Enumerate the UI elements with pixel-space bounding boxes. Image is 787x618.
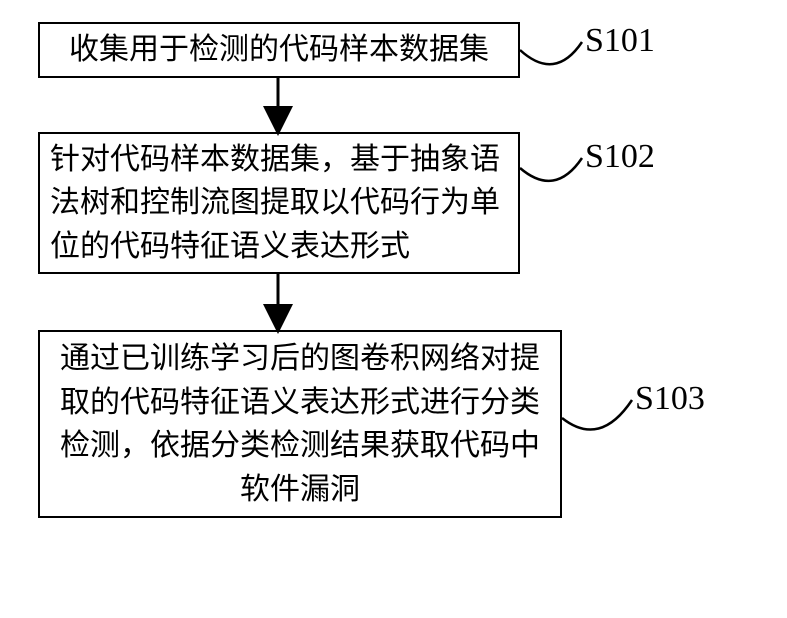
flowchart-container: 收集用于检测的代码样本数据集 S101 针对代码样本数据集，基于抽象语法树和控制… xyxy=(0,0,787,618)
step-label-text: S102 xyxy=(585,138,655,175)
flow-node-text: 通过已训练学习后的图卷积网络对提取的代码特征语义表达形式进行分类检测，依据分类检… xyxy=(50,337,550,511)
step-label-s102: S102 xyxy=(585,138,655,176)
label-connector-s103 xyxy=(0,0,787,618)
label-connector-s101 xyxy=(0,0,787,618)
flow-node-s102: 针对代码样本数据集，基于抽象语法树和控制流图提取以代码行为单位的代码特征语义表达… xyxy=(38,132,520,274)
flow-arrows xyxy=(0,0,787,618)
step-label-text: S101 xyxy=(585,22,655,59)
flow-node-text: 针对代码样本数据集，基于抽象语法树和控制流图提取以代码行为单位的代码特征语义表达… xyxy=(50,138,508,269)
flow-node-s101: 收集用于检测的代码样本数据集 xyxy=(38,22,520,78)
step-label-s103: S103 xyxy=(635,380,705,418)
step-label-s101: S101 xyxy=(585,22,655,60)
flow-node-text: 收集用于检测的代码样本数据集 xyxy=(69,28,489,72)
step-label-text: S103 xyxy=(635,380,705,417)
label-connector-s102 xyxy=(0,0,787,618)
flow-node-s103: 通过已训练学习后的图卷积网络对提取的代码特征语义表达形式进行分类检测，依据分类检… xyxy=(38,330,562,518)
